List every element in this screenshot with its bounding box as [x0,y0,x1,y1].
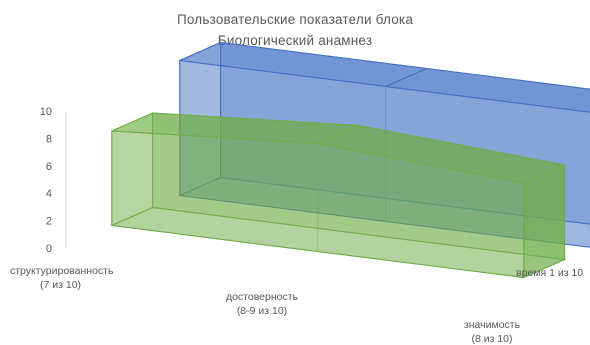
series-right-face [523,164,566,279]
series-0 [109,112,567,279]
y-tick-label: 0 [46,243,52,255]
x-tick-label: достоверность (8-9 из 10) [226,291,299,317]
x-tick-label: значимость (8 из 10) [464,319,521,345]
series-depth-label: время 1 из 10 [516,267,583,279]
chart-title-line-2: Биологический анамнез [217,33,373,48]
y-tick-label: 6 [46,161,52,173]
y-tick-label: 2 [46,216,52,228]
y-tick-label: 8 [46,133,52,145]
y-tick-label: 4 [46,188,52,200]
x-tick-label: структурированность (7 из 10) [10,265,114,291]
y-tick-label: 10 [40,106,52,118]
chart-title-line-1: Пользовательские показатели блока [176,12,414,27]
